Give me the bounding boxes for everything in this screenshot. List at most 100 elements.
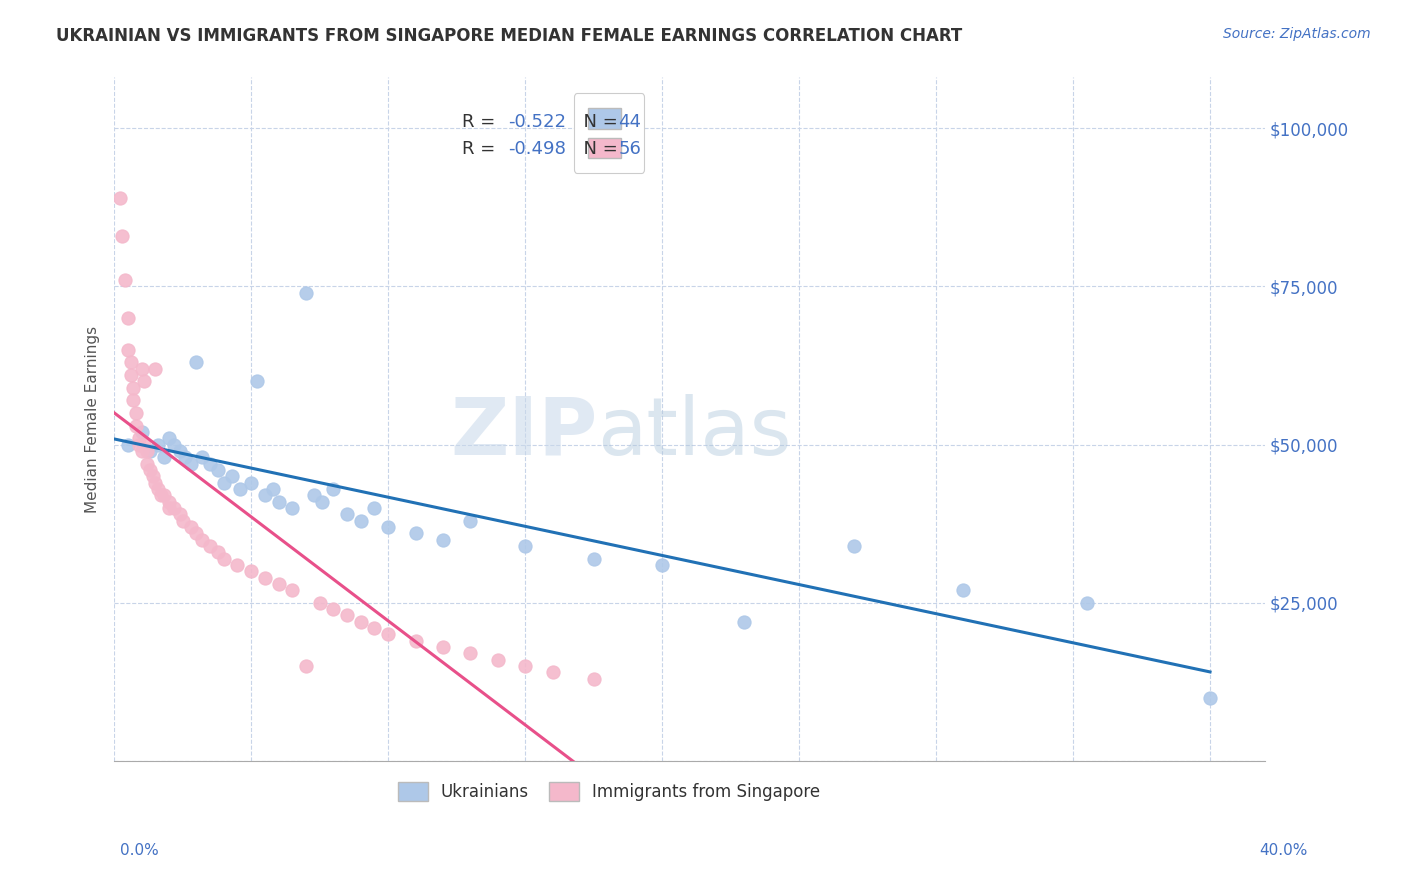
Point (253, 570, 276, 584)
Point (174, 450, 197, 465)
Point (117, 310, 139, 325)
Point (308, 596, 330, 610)
Text: atlas: atlas (598, 394, 792, 472)
Point (139, 444, 162, 458)
Point (122, 381, 145, 395)
Point (120, 355, 142, 369)
Point (733, 615, 755, 629)
Point (120, 368, 142, 382)
Point (180, 520, 202, 534)
Text: ZIP: ZIP (450, 394, 598, 472)
Point (146, 437, 169, 451)
Point (513, 539, 536, 553)
Point (267, 494, 290, 508)
Point (336, 608, 359, 623)
Point (157, 500, 180, 515)
Point (198, 457, 221, 471)
Point (191, 533, 214, 547)
Point (122, 393, 145, 408)
Text: N =: N = (572, 113, 624, 131)
Text: R =: R = (461, 113, 501, 131)
Point (311, 494, 333, 508)
Point (513, 659, 536, 673)
Point (152, 488, 174, 502)
Point (136, 444, 159, 458)
Point (221, 469, 243, 483)
Point (169, 444, 191, 458)
Point (131, 361, 153, 376)
Point (460, 514, 482, 528)
Point (198, 539, 221, 553)
Point (541, 665, 564, 680)
Point (163, 500, 186, 515)
Point (136, 457, 159, 471)
Point (651, 558, 673, 572)
Point (207, 545, 229, 559)
Text: 44: 44 (619, 113, 641, 131)
Point (125, 406, 148, 420)
Point (163, 437, 186, 451)
Point (180, 457, 202, 471)
Point (952, 583, 974, 598)
Point (842, 539, 865, 553)
Point (302, 488, 325, 502)
Text: R =: R = (461, 140, 501, 158)
Text: 40.0%: 40.0% (1260, 843, 1308, 858)
Point (212, 475, 235, 490)
Point (486, 653, 509, 667)
Point (240, 564, 263, 578)
Point (295, 659, 318, 673)
Point (363, 500, 385, 515)
Point (169, 507, 191, 521)
Point (1076, 596, 1098, 610)
Point (134, 437, 156, 451)
Point (143, 475, 166, 490)
Point (253, 488, 276, 502)
Point (191, 450, 214, 465)
Point (432, 640, 454, 654)
Point (128, 431, 150, 445)
Point (117, 437, 139, 451)
Point (432, 533, 454, 547)
Point (267, 577, 290, 591)
Text: 56: 56 (619, 140, 641, 158)
Point (350, 514, 373, 528)
Point (405, 526, 427, 541)
Point (363, 621, 385, 635)
Point (131, 444, 153, 458)
Y-axis label: Median Female Earnings: Median Female Earnings (86, 326, 100, 513)
Point (246, 374, 269, 388)
Point (281, 500, 304, 515)
Point (114, 273, 136, 287)
Point (141, 469, 163, 483)
Text: 0.0%: 0.0% (120, 843, 159, 858)
Point (117, 343, 139, 357)
Point (262, 482, 284, 496)
Point (240, 475, 263, 490)
Point (186, 355, 208, 369)
Point (134, 374, 156, 388)
Text: UKRAINIAN VS IMMIGRANTS FROM SINGAPORE MEDIAN FEMALE EARNINGS CORRELATION CHART: UKRAINIAN VS IMMIGRANTS FROM SINGAPORE M… (56, 27, 963, 45)
Point (152, 450, 174, 465)
Point (207, 463, 229, 477)
Point (582, 551, 605, 566)
Point (1199, 690, 1222, 705)
Point (212, 551, 235, 566)
Point (143, 361, 166, 376)
Point (322, 602, 344, 616)
Point (157, 494, 180, 508)
Point (405, 633, 427, 648)
Point (139, 463, 162, 477)
Text: -0.522: -0.522 (508, 113, 565, 131)
Point (111, 228, 134, 243)
Point (149, 488, 172, 502)
Point (131, 425, 153, 439)
Point (377, 520, 399, 534)
Point (336, 507, 359, 521)
Point (186, 526, 208, 541)
Point (295, 285, 318, 300)
Text: -0.498: -0.498 (508, 140, 565, 158)
Text: N =: N = (572, 140, 624, 158)
Point (108, 191, 131, 205)
Point (582, 672, 605, 686)
